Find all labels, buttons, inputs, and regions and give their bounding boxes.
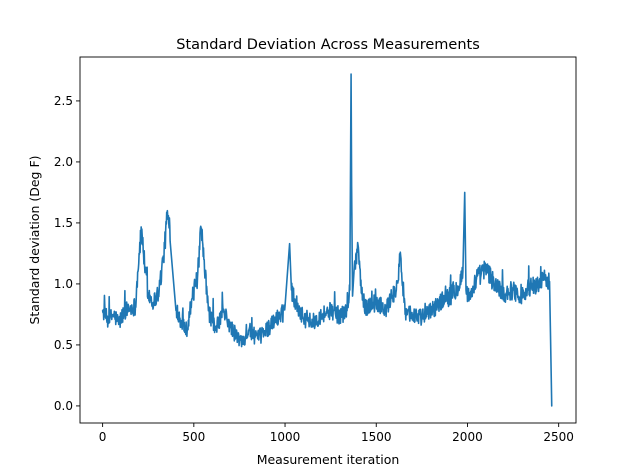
plot-area bbox=[101, 73, 553, 407]
x-tick-label: 2500 bbox=[543, 430, 574, 444]
y-tick-label: 2.0 bbox=[54, 155, 73, 169]
x-axis-ticks: 0 500 1000 1500 2000 2500 bbox=[99, 423, 574, 444]
x-axis-label: Measurement iteration bbox=[257, 452, 400, 467]
y-tick-label: 0.5 bbox=[54, 338, 73, 352]
x-tick-label: 0 bbox=[99, 430, 107, 444]
axes-frame bbox=[79, 56, 577, 424]
y-tick-label: 2.5 bbox=[54, 94, 73, 108]
series-line bbox=[101, 73, 553, 407]
x-tick-label: 500 bbox=[182, 430, 205, 444]
y-tick-label: 1.5 bbox=[54, 216, 73, 230]
x-tick-label: 1000 bbox=[270, 430, 301, 444]
y-axis-label: Standard deviation (Deg F) bbox=[27, 155, 42, 324]
y-axis-ticks: 0.0 0.5 1.0 1.5 2.0 2.5 bbox=[54, 94, 80, 413]
y-tick-label: 1.0 bbox=[54, 277, 73, 291]
x-tick-label: 1500 bbox=[361, 430, 392, 444]
chart-title: Standard Deviation Across Measurements bbox=[176, 37, 480, 53]
x-tick-label: 2000 bbox=[452, 430, 483, 444]
y-tick-label: 0.0 bbox=[54, 399, 73, 413]
